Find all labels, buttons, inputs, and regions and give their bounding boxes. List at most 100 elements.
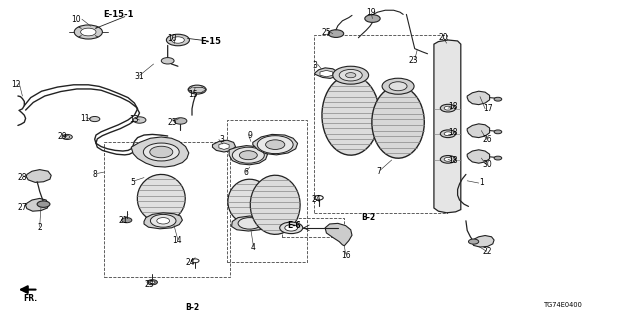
- Polygon shape: [229, 146, 268, 165]
- Polygon shape: [315, 68, 338, 78]
- Circle shape: [161, 58, 174, 64]
- Circle shape: [239, 151, 257, 160]
- Polygon shape: [372, 86, 424, 158]
- Circle shape: [440, 130, 456, 138]
- Text: 14: 14: [172, 236, 182, 245]
- Text: 23: 23: [145, 280, 155, 289]
- Circle shape: [37, 201, 50, 207]
- Circle shape: [143, 143, 179, 161]
- Circle shape: [444, 106, 452, 110]
- Text: FR.: FR.: [24, 294, 38, 303]
- Text: 11: 11: [81, 114, 90, 123]
- Circle shape: [266, 140, 285, 149]
- Text: 8: 8: [92, 170, 97, 179]
- Circle shape: [333, 66, 369, 84]
- Circle shape: [389, 82, 407, 91]
- Text: 7: 7: [376, 167, 381, 176]
- Text: 18: 18: [449, 128, 458, 137]
- Circle shape: [150, 214, 176, 227]
- Text: B-2: B-2: [185, 303, 199, 312]
- Circle shape: [74, 25, 102, 39]
- Text: 24: 24: [312, 195, 322, 204]
- Circle shape: [188, 85, 206, 94]
- Text: B-2: B-2: [361, 213, 375, 222]
- Bar: [282, 218, 344, 237]
- Text: 21: 21: [119, 216, 128, 225]
- Circle shape: [257, 136, 293, 154]
- Text: 24: 24: [186, 258, 196, 267]
- Polygon shape: [472, 236, 494, 247]
- Circle shape: [280, 222, 303, 234]
- Circle shape: [147, 280, 157, 285]
- Bar: [314, 35, 447, 213]
- Circle shape: [166, 34, 189, 46]
- Circle shape: [133, 117, 146, 123]
- Text: 28: 28: [18, 173, 27, 182]
- Text: 19: 19: [366, 8, 376, 17]
- Text: 5: 5: [131, 178, 136, 187]
- Text: 4: 4: [250, 243, 255, 252]
- Text: 18: 18: [449, 102, 458, 111]
- Circle shape: [494, 156, 502, 160]
- Text: 29: 29: [57, 132, 67, 141]
- Text: 2: 2: [37, 223, 42, 232]
- Text: 12: 12: [12, 80, 20, 89]
- Text: 31: 31: [134, 72, 145, 81]
- Polygon shape: [467, 150, 490, 163]
- Circle shape: [150, 146, 173, 158]
- Text: 23: 23: [408, 56, 419, 65]
- Circle shape: [150, 281, 155, 284]
- Polygon shape: [325, 223, 352, 246]
- Text: E-6: E-6: [287, 221, 301, 230]
- Circle shape: [494, 97, 502, 101]
- Polygon shape: [467, 124, 490, 138]
- Circle shape: [339, 69, 362, 81]
- Circle shape: [65, 136, 70, 138]
- Circle shape: [174, 118, 187, 124]
- Polygon shape: [219, 143, 229, 149]
- Circle shape: [328, 30, 344, 37]
- Polygon shape: [322, 75, 380, 155]
- Bar: [104, 142, 230, 277]
- Text: TG74E0400: TG74E0400: [544, 302, 582, 308]
- Text: 13: 13: [129, 115, 140, 124]
- Text: 9: 9: [247, 131, 252, 140]
- Text: 10: 10: [70, 15, 81, 24]
- Text: 22: 22: [483, 247, 492, 256]
- Text: E-15-1: E-15-1: [103, 10, 134, 19]
- Text: 6: 6: [244, 168, 249, 177]
- Circle shape: [157, 218, 170, 224]
- Text: 26: 26: [483, 135, 493, 144]
- Polygon shape: [26, 198, 49, 211]
- Circle shape: [440, 104, 456, 112]
- Circle shape: [238, 218, 261, 229]
- Circle shape: [444, 132, 452, 136]
- Text: 3: 3: [312, 61, 317, 70]
- Polygon shape: [26, 170, 51, 182]
- Circle shape: [494, 130, 502, 134]
- Polygon shape: [144, 213, 182, 229]
- Polygon shape: [253, 134, 298, 155]
- Text: 16: 16: [340, 251, 351, 260]
- Polygon shape: [131, 137, 189, 167]
- Circle shape: [365, 15, 380, 22]
- Polygon shape: [138, 174, 186, 222]
- Text: 20: 20: [438, 33, 448, 42]
- Polygon shape: [250, 175, 300, 234]
- Circle shape: [440, 156, 456, 163]
- Polygon shape: [232, 216, 266, 231]
- Polygon shape: [467, 91, 490, 105]
- Polygon shape: [212, 140, 236, 152]
- Text: 25: 25: [168, 118, 178, 127]
- Circle shape: [382, 78, 414, 94]
- Bar: [227, 120, 307, 262]
- Polygon shape: [320, 70, 333, 77]
- Circle shape: [468, 239, 479, 244]
- Text: 15: 15: [188, 90, 198, 99]
- Circle shape: [285, 225, 298, 231]
- Polygon shape: [228, 179, 271, 224]
- Circle shape: [346, 73, 356, 78]
- Circle shape: [90, 116, 100, 122]
- Polygon shape: [434, 40, 461, 213]
- Circle shape: [81, 28, 96, 36]
